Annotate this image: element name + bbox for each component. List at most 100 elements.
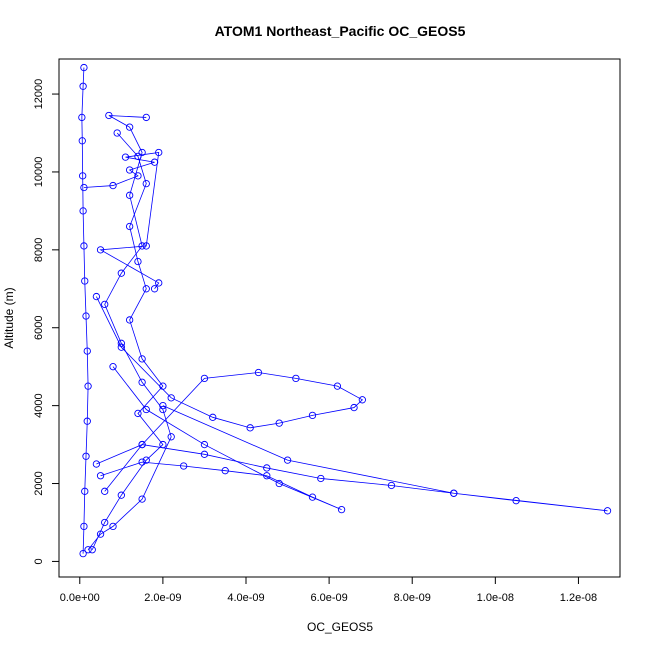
x-tick-label: 6.0e-09 [310,592,347,604]
data-point [142,179,150,188]
data-point [142,456,150,464]
data-point [92,292,101,301]
data-point [138,440,146,449]
data-point [101,518,109,527]
y-axis-label: Altitude (m) [2,287,16,348]
data-point [283,456,292,464]
series-line [87,115,172,550]
x-axis: 0.0e+00 2.0e-09 4.0e-09 6.0e-09 8.0e-09 1.0e-… [60,576,597,604]
data-point [117,491,125,499]
data-series [84,111,175,554]
data-point [96,472,105,480]
data-point [317,474,325,483]
data-point [125,166,134,174]
data-point [138,495,146,503]
x-tick-label: 1.0e-08 [477,592,514,604]
data-point [134,409,142,418]
data-point [512,497,520,505]
data-point [180,462,188,470]
x-tick-label: 0.0e+00 [60,592,100,604]
data-point [337,505,346,514]
data-point [121,153,130,161]
data-point [117,343,125,351]
data-point [200,374,209,383]
data-point [79,172,87,180]
y-tick-label: 0 [33,558,45,564]
data-point [83,347,91,355]
data-point [159,405,167,414]
y-tick-label: 4000 [33,393,45,417]
data-point [125,316,134,324]
data-point [83,417,91,425]
data-point [308,493,317,501]
data-point [88,546,96,554]
data-point [275,479,283,488]
data-point [125,191,134,199]
data-point [358,396,367,404]
x-tick-label: 1.2e-08 [560,592,597,604]
y-tick-label: 6000 [33,315,45,339]
data-point [113,129,121,137]
data-point [200,450,209,458]
series-layer [78,63,612,558]
data-point [138,355,146,363]
data-point [333,382,342,390]
data-point [109,522,117,531]
data-point [79,82,87,90]
x-tick-label: 8.0e-09 [394,592,431,604]
data-point [221,467,229,475]
data-point [101,487,109,495]
data-point [134,257,142,266]
data-point [125,123,134,131]
data-point [109,181,117,190]
y-axis: 0 2000 4000 6000 8000 10000 12000 [33,79,60,564]
x-tick-label: 4.0e-09 [227,592,264,604]
data-series [92,401,612,515]
data-point [209,413,217,421]
series-line [81,67,89,554]
data-point [167,394,175,402]
data-point [101,300,109,309]
data-point [142,113,150,122]
data-point [603,507,612,515]
data-point [80,183,88,192]
data-point [84,382,92,390]
x-tick-label: 2.0e-09 [144,592,181,604]
y-tick-label: 12000 [33,79,45,110]
x-axis-label: OC_GEOS5 [307,620,373,634]
y-tick-label: 8000 [33,238,45,262]
data-point [142,242,150,250]
data-point [79,207,87,215]
data-series [80,148,163,293]
data-series [96,363,346,514]
series-line [96,405,608,512]
series-line [83,152,160,290]
data-point [246,424,254,432]
data-point [155,148,163,157]
data-point [78,113,86,122]
data-point [138,148,146,157]
data-point [82,312,90,320]
data-point [142,405,150,414]
data-point [150,285,159,293]
data-point [167,433,175,441]
data-point [117,269,125,277]
series-line [100,366,342,510]
data-series [78,63,92,558]
data-point [142,285,150,293]
data-point [263,464,271,472]
data-point [82,452,90,460]
data-point [109,363,117,371]
data-point [150,158,159,166]
y-tick-label: 10000 [33,157,45,188]
data-point [84,546,92,554]
data-point [138,378,146,386]
series-line [91,132,164,550]
y-tick-label: 2000 [33,471,45,495]
data-point [263,472,271,480]
data-point [387,481,396,490]
data-point [81,487,89,495]
data-point [450,489,458,497]
